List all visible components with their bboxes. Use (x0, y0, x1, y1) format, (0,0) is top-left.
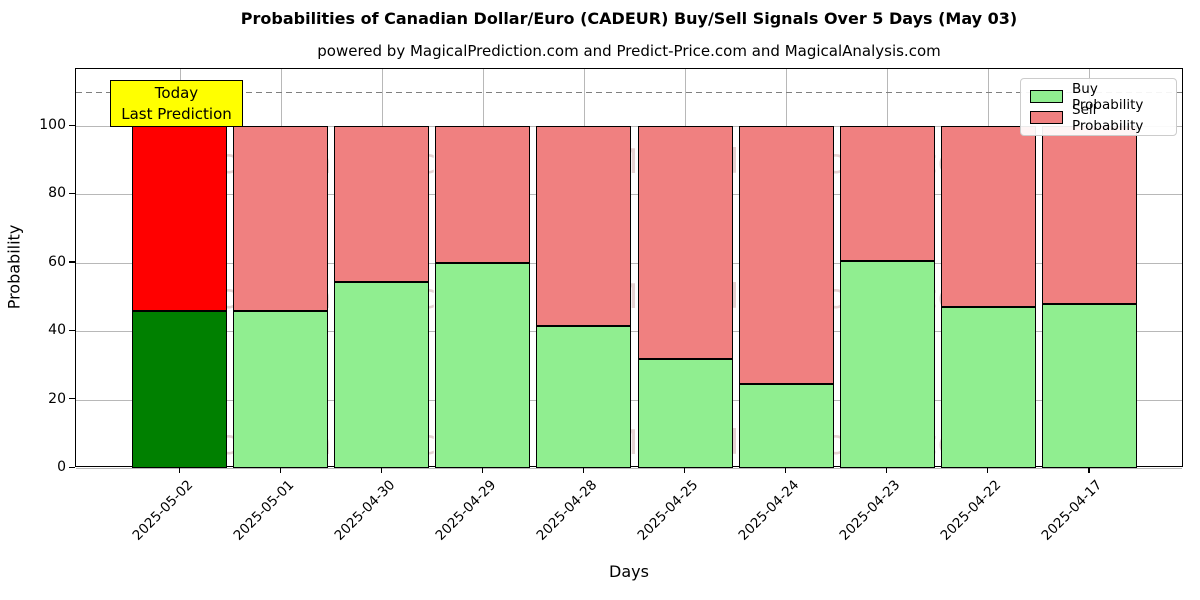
xtick-label-2025-04-23: 2025-04-23 (836, 477, 904, 544)
xtick-label-2025-04-25: 2025-04-25 (634, 477, 702, 544)
buy-bar-2025-04-25 (637, 358, 733, 468)
annotation-line2: Last Prediction (121, 104, 232, 123)
ytick-mark-20 (69, 398, 75, 400)
x-axis-label: Days (609, 562, 649, 581)
xtick-label-2025-04-29: 2025-04-29 (432, 477, 500, 544)
buy-swatch-icon (1030, 90, 1063, 103)
buy-bar-2025-04-23 (839, 261, 935, 468)
xtick-label-2025-05-02: 2025-05-02 (129, 477, 196, 544)
xtick-mark-2025-04-28 (582, 467, 585, 473)
xtick-mark-2025-04-23 (886, 467, 888, 473)
ytick-label-40: 40 (48, 322, 66, 339)
buy-bar-2025-04-22 (940, 307, 1036, 468)
ytick-label-0: 0 (57, 459, 66, 475)
buy-bar-2025-05-02 (132, 310, 227, 468)
xtick-mark-2025-04-29 (481, 467, 483, 473)
sell-bar-2025-05-02 (132, 126, 227, 311)
sell-bar-2025-04-17 (1041, 126, 1137, 304)
sell-bar-2025-04-29 (435, 126, 531, 263)
xtick-label-2025-04-24: 2025-04-24 (735, 477, 803, 544)
xtick-mark-2025-04-17 (1088, 467, 1090, 473)
buy-bar-2025-04-29 (435, 262, 531, 468)
ytick-mark-80 (69, 192, 75, 195)
legend-label-buy: Buy Probability (1072, 80, 1144, 113)
chart-subtitle: powered by MagicalPrediction.com and Pre… (317, 42, 941, 60)
xtick-mark-2025-04-22 (987, 467, 989, 473)
annotation-line1: Today (154, 83, 199, 102)
sell-bar-2025-04-25 (637, 126, 733, 359)
y-axis-label: Probability (4, 224, 24, 310)
sell-bar-2025-04-23 (839, 126, 935, 262)
ytick-mark-100 (69, 124, 75, 126)
xtick-mark-2025-04-24 (785, 467, 787, 473)
ytick-mark-60 (69, 261, 75, 263)
plot-area: MagicalAnalysis.comMagicalPrediction.com… (75, 68, 1183, 469)
buy-bar-2025-04-24 (738, 384, 834, 468)
buy-bar-2025-04-17 (1041, 303, 1137, 468)
xtick-mark-2025-04-30 (380, 467, 382, 473)
xtick-mark-2025-04-25 (684, 467, 686, 473)
sell-bar-2025-04-28 (536, 126, 632, 327)
xtick-mark-2025-05-02 (178, 467, 180, 473)
legend-item-buy: Buy Probability (1030, 81, 1167, 113)
today-annotation: Today Last Prediction (110, 80, 243, 127)
sell-bar-2025-05-01 (233, 126, 329, 311)
threshold-dashed-line (76, 91, 1182, 94)
legend-item-sell: Sell Probability (1030, 102, 1167, 134)
sell-swatch-icon (1030, 111, 1063, 124)
buy-bar-2025-05-01 (233, 310, 329, 468)
xtick-label-2025-04-17: 2025-04-17 (1038, 477, 1106, 544)
legend: Buy Probability Sell Probability (1020, 78, 1177, 136)
xtick-mark-2025-05-01 (279, 467, 281, 473)
ytick-label-20: 20 (48, 390, 66, 407)
sell-bar-2025-04-24 (738, 126, 834, 385)
xtick-label-2025-04-30: 2025-04-30 (331, 477, 399, 544)
ytick-mark-40 (69, 329, 75, 331)
buy-bar-2025-04-30 (334, 281, 430, 468)
xtick-label-2025-04-28: 2025-04-28 (533, 477, 601, 544)
xtick-label-2025-05-01: 2025-05-01 (230, 477, 297, 544)
sell-bar-2025-04-22 (940, 126, 1036, 308)
ytick-mark-0 (69, 466, 75, 468)
ytick-label-60: 60 (48, 253, 66, 270)
ytick-label-80: 80 (48, 185, 66, 202)
sell-bar-2025-04-30 (334, 126, 430, 282)
ytick-label-100: 100 (39, 117, 66, 134)
chart-title: Probabilities of Canadian Dollar/Euro (C… (240, 9, 1018, 28)
xtick-label-2025-04-22: 2025-04-22 (937, 477, 1005, 544)
hgridline-0 (76, 468, 1182, 469)
legend-label-sell: Sell Probability (1072, 101, 1144, 134)
buy-bar-2025-04-28 (536, 326, 632, 468)
